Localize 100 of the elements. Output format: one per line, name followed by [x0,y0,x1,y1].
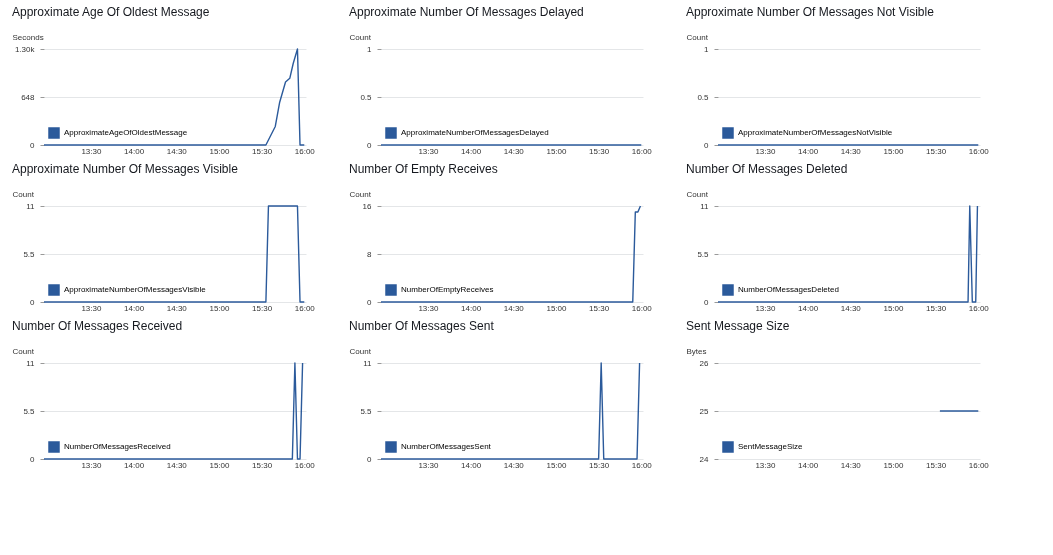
x-tick-label: 14:30 [166,303,188,313]
x-tick-label: 16:00 [968,303,990,313]
y-tick-label: 11 [363,358,373,368]
x-tick-label: 16:00 [968,146,990,156]
y-axis-title: Seconds [12,32,44,42]
chart-title: Number Of Messages Deleted [686,162,848,176]
x-tick-label: 13:30 [418,303,439,313]
x-tick-label: 16:00 [294,303,316,313]
x-tick-label: 13:30 [755,460,776,470]
legend-label: NumberOfEmptyReceives [401,285,494,294]
y-axis-title: Bytes [686,346,707,356]
y-tick-label: 1 [704,44,710,54]
chart-title: Number Of Empty Receives [349,162,498,176]
y-tick-label: 5.5 [360,406,373,416]
x-tick-label: 15:30 [589,146,610,156]
y-tick-label: 0 [30,454,36,464]
y-tick-label: 0 [367,140,373,150]
y-tick-label: 8 [367,249,373,259]
x-tick-label: 15:30 [926,303,947,313]
x-tick-label: 16:00 [631,146,653,156]
y-tick-label: 0 [704,140,710,150]
x-tick-label: 15:00 [546,303,568,313]
y-tick-label: 0 [367,454,373,464]
chart-title: Approximate Number Of Messages Visible [12,162,239,176]
x-tick-label: 15:30 [589,460,610,470]
x-tick-label: 15:30 [252,460,273,470]
y-tick-label: 11 [700,201,710,211]
x-tick-label: 15:00 [546,460,568,470]
x-tick-label: 14:00 [461,146,482,156]
x-tick-label: 14:00 [124,146,145,156]
x-tick-label: 16:00 [294,146,316,156]
legend-label: ApproximateNumberOfMessagesDelayed [401,128,549,137]
x-tick-label: 13:30 [418,460,439,470]
x-tick-label: 14:30 [840,303,862,313]
y-tick-label: 0 [367,297,373,307]
legend-label: ApproximateNumberOfMessagesVisible [64,285,207,294]
x-tick-label: 15:00 [209,303,231,313]
y-axis-title: Count [349,346,372,356]
y-axis-title: Count [686,189,709,199]
y-tick-label: 25 [699,406,710,416]
x-tick-label: 15:00 [883,303,905,313]
legend-label: SentMessageSize [738,442,804,451]
x-tick-label: 15:30 [252,303,273,313]
x-tick-label: 15:00 [209,146,231,156]
legend-label: ApproximateNumberOfMessagesNotVisible [738,128,893,137]
y-tick-label: 5.5 [23,249,36,259]
x-tick-label: 16:00 [631,303,653,313]
x-tick-label: 13:30 [755,146,776,156]
x-tick-label: 14:00 [124,303,145,313]
x-tick-label: 14:30 [503,303,525,313]
y-tick-label: 0.5 [697,92,710,102]
x-tick-label: 14:00 [798,303,819,313]
legend-label: NumberOfMessagesDeleted [738,285,839,294]
chart-title: Approximate Number Of Messages Delayed [349,5,584,19]
y-tick-label: 24 [699,454,710,464]
x-tick-label: 14:00 [461,460,482,470]
x-tick-label: 14:30 [840,460,862,470]
legend-label: NumberOfMessagesReceived [64,442,171,451]
chart-title: Number Of Messages Received [12,319,183,333]
y-tick-label: 11 [26,358,36,368]
y-tick-label: 0 [30,297,36,307]
y-tick-label: 0 [30,140,36,150]
y-tick-label: 1.30k [14,44,36,54]
x-tick-label: 14:00 [461,303,482,313]
x-tick-label: 13:30 [755,303,776,313]
x-tick-label: 16:00 [968,460,990,470]
chart-title: Sent Message Size [686,319,790,333]
y-tick-label: 1 [367,44,373,54]
legend-label: ApproximateAgeOfOldestMessage [64,128,188,137]
y-tick-label: 5.5 [697,249,710,259]
x-tick-label: 15:00 [209,460,231,470]
y-tick-label: 16 [362,201,373,211]
x-tick-label: 15:30 [589,303,610,313]
chart-title: Approximate Number Of Messages Not Visible [686,5,935,19]
x-tick-label: 14:30 [503,146,525,156]
x-tick-label: 14:00 [798,146,819,156]
y-tick-label: 0 [704,297,710,307]
chart-title: Number Of Messages Sent [349,319,495,333]
y-tick-label: 11 [26,201,36,211]
legend-label: NumberOfMessagesSent [401,442,492,451]
y-axis-title: Count [12,189,35,199]
x-tick-label: 15:00 [883,460,905,470]
y-tick-label: 5.5 [23,406,36,416]
x-tick-label: 14:30 [166,146,188,156]
line-series [43,48,305,146]
x-tick-label: 13:30 [81,460,102,470]
chart-title: Approximate Age Of Oldest Message [12,5,210,19]
x-tick-label: 14:00 [124,460,145,470]
x-tick-label: 13:30 [81,303,102,313]
x-tick-label: 14:00 [798,460,819,470]
x-tick-label: 15:30 [252,146,273,156]
y-axis-title: Count [349,189,372,199]
x-tick-label: 14:30 [840,146,862,156]
y-tick-label: 0.5 [360,92,373,102]
y-axis-title: Count [686,32,709,42]
x-tick-label: 15:30 [926,146,947,156]
y-tick-label: 26 [699,358,710,368]
y-axis-title: Count [349,32,372,42]
x-tick-label: 15:00 [546,146,568,156]
y-axis-title: Count [12,346,35,356]
